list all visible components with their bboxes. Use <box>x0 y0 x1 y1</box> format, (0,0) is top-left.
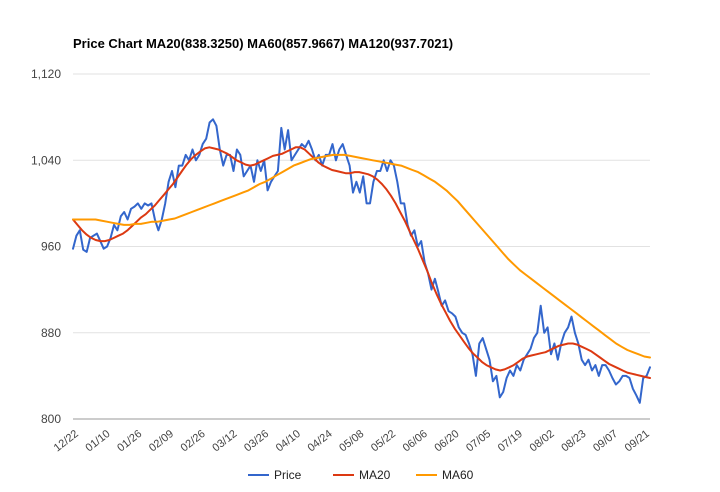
x-tick-label: 01/10 <box>83 428 112 454</box>
x-tick-label: 02/26 <box>179 428 208 454</box>
x-tick-label: 03/26 <box>242 428 271 454</box>
x-tick-label: 04/24 <box>306 428 335 454</box>
x-tick-label: 06/06 <box>401 428 430 454</box>
legend: Price MA20 MA60 <box>248 468 474 482</box>
x-tick-label: 12/22 <box>52 428 81 454</box>
x-tick-label: 07/05 <box>464 428 493 454</box>
x-tick-label: 01/26 <box>115 428 144 454</box>
x-tick-label: 03/12 <box>210 428 239 454</box>
legend-label-price: Price <box>274 468 302 482</box>
series-line-ma60 <box>72 153 651 359</box>
legend-label-ma60: MA60 <box>442 468 474 482</box>
chart-title: Price Chart MA20(838.3250) MA60(857.9667… <box>73 36 454 51</box>
series-line-ma20 <box>72 146 651 379</box>
y-tick-label: 960 <box>41 240 61 254</box>
y-tick-label: 1,040 <box>31 153 61 167</box>
x-tick-label: 07/19 <box>496 428 525 454</box>
y-axis: 1,120 1,040 960 880 800 <box>31 67 61 426</box>
gridlines <box>73 73 650 420</box>
x-tick-label: 09/07 <box>591 428 620 454</box>
y-tick-label: 800 <box>41 412 61 426</box>
y-tick-label: 1,120 <box>31 67 61 81</box>
x-tick-label: 08/02 <box>528 428 557 454</box>
x-tick-label: 05/08 <box>337 428 366 454</box>
legend-label-ma20: MA20 <box>359 468 391 482</box>
x-axis: 12/22 01/10 01/26 02/09 02/26 03/12 03/26 04/10… <box>52 428 652 454</box>
x-tick-label: 04/10 <box>274 428 303 454</box>
x-tick-label: 09/21 <box>623 428 652 454</box>
x-tick-label: 05/22 <box>369 428 398 454</box>
series-layer <box>72 118 651 404</box>
y-tick-label: 880 <box>41 326 61 340</box>
x-tick-label: 02/09 <box>147 428 176 454</box>
series-line-price <box>72 118 651 404</box>
x-tick-label: 08/23 <box>559 428 588 454</box>
x-tick-label: 06/20 <box>432 428 461 454</box>
